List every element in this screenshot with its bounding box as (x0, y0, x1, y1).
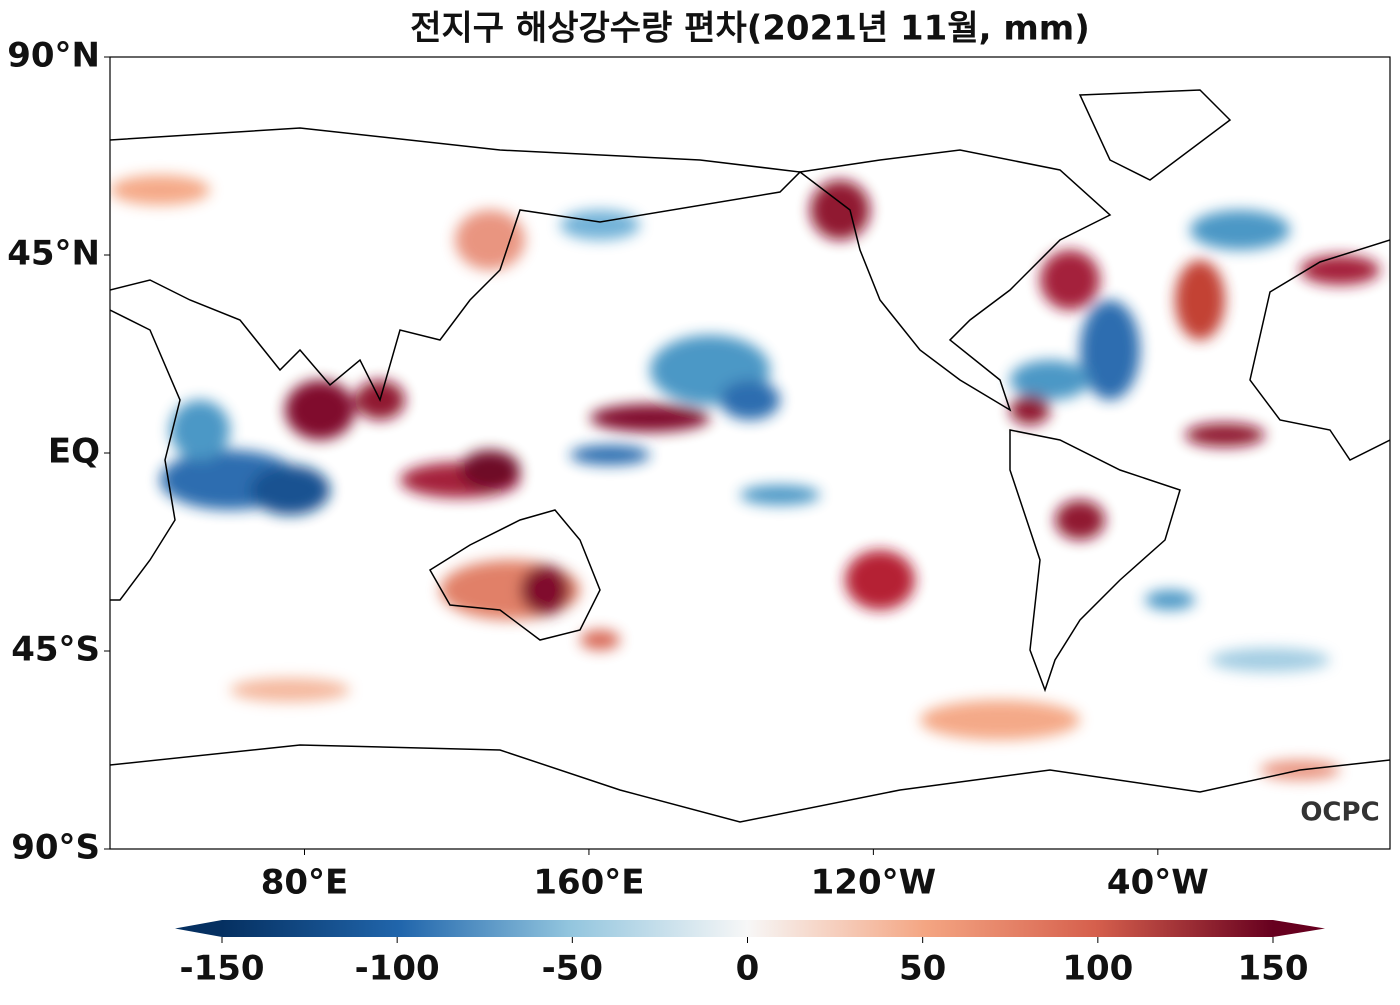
y-tick-label: 90°N (7, 36, 100, 76)
x-tick-label: 120°W (811, 863, 936, 903)
coastline (1249, 239, 1390, 461)
title: 전지구 해상강수량 편차(2021년 11월, mm) (410, 9, 1090, 49)
colorbar (222, 920, 1273, 937)
map-frame (109, 56, 1391, 850)
colorbar-tick-label: -150 (179, 949, 264, 989)
colorbar-tick-label: 50 (899, 949, 946, 989)
colorbar-tick-label: -50 (542, 949, 603, 989)
coastline (798, 149, 1112, 412)
y-tick-label: EQ (48, 432, 100, 472)
coastline (110, 127, 802, 403)
x-tick-label: 40°W (1107, 863, 1209, 903)
colorbar-extend (1273, 920, 1325, 937)
anomaly-field (110, 89, 1390, 823)
colorbar-extend (175, 920, 222, 937)
coastline (110, 744, 1390, 823)
coastline (1009, 429, 1181, 693)
y-tick-label: 45°N (7, 234, 100, 274)
colorbar-tick-label: 100 (1062, 949, 1133, 989)
y-tick-label: 90°S (11, 828, 100, 868)
coastline (110, 309, 181, 601)
coastline (1078, 89, 1232, 181)
logo: OCPC (1300, 798, 1379, 828)
colorbar-tick-label: -100 (355, 949, 440, 989)
colorbar-tick-label: 150 (1238, 949, 1309, 989)
coastline (428, 509, 601, 641)
x-tick-label: 80°E (261, 863, 349, 903)
y-tick-label: 45°S (11, 630, 100, 670)
colorbar-tick-label: 0 (736, 949, 760, 989)
x-tick-label: 160°E (533, 863, 644, 903)
